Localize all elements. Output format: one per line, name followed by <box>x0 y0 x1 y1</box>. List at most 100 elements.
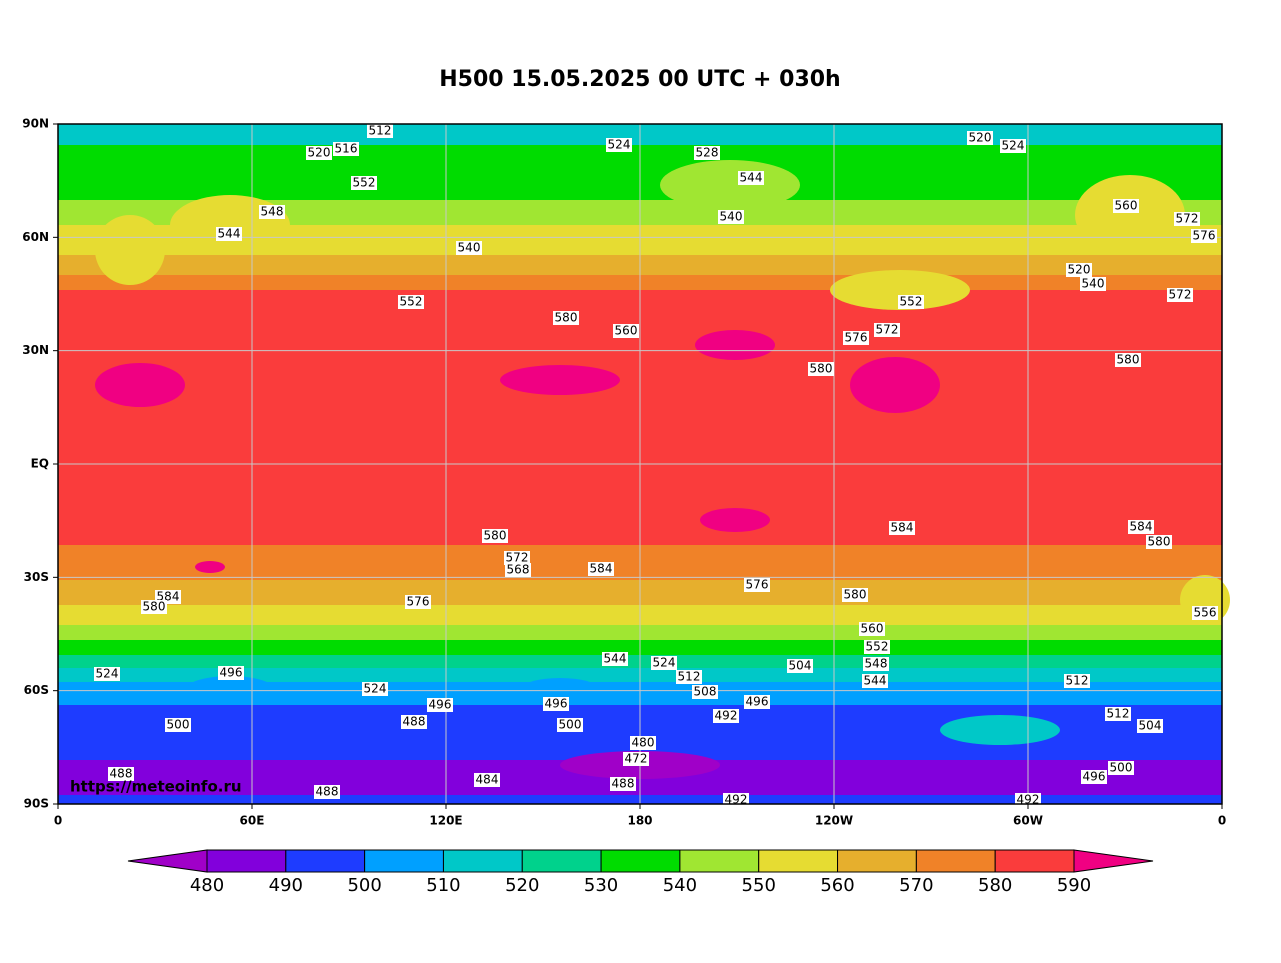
field-blob <box>660 160 800 210</box>
contour-label: 576 <box>746 578 769 592</box>
contour-label: 524 <box>96 667 119 681</box>
colorbar-label: 560 <box>820 875 854 896</box>
x-tick-label: 0 <box>54 814 62 828</box>
contour-label-bg <box>216 227 242 241</box>
colorbar-label: 520 <box>505 875 539 896</box>
contour-label-bg <box>165 718 191 732</box>
contour-label-bg <box>842 588 868 602</box>
contour-label: 500 <box>559 718 582 732</box>
contour-label-bg <box>1064 674 1090 688</box>
contour-label-bg <box>718 210 744 224</box>
contour-label-bg <box>1081 770 1107 784</box>
field-blob <box>695 330 775 360</box>
contour-label: 580 <box>143 600 166 614</box>
contour-label: 540 <box>1082 277 1105 291</box>
contour-label: 496 <box>429 698 452 712</box>
colorbar-segment <box>994 849 1075 873</box>
contour-label-bg <box>676 670 702 684</box>
contour-label: 488 <box>316 785 339 799</box>
x-tick-label: 0 <box>1218 814 1226 828</box>
contour-label-bg <box>898 295 924 309</box>
colorbar-segment <box>758 849 839 873</box>
contour-label: 524 <box>653 656 676 670</box>
contour-label-bg <box>405 595 431 609</box>
contour-label: 512 <box>1066 674 1089 688</box>
contour-label: 524 <box>608 138 631 152</box>
colorbar-extend-low <box>127 849 208 873</box>
contour-label: 576 <box>845 331 868 345</box>
colorbar-label: 490 <box>269 875 303 896</box>
contour-label-bg <box>613 324 639 338</box>
contour-label-bg <box>692 685 718 699</box>
contour-label-bg <box>874 323 900 337</box>
y-tick-label: 60N <box>22 230 49 244</box>
field-blob <box>520 678 600 702</box>
contour-label-bg <box>474 773 500 787</box>
contour-label-bg <box>606 138 632 152</box>
contour-label: 500 <box>167 718 190 732</box>
colorbar-label: 580 <box>978 875 1012 896</box>
colorbar-segment <box>442 849 523 873</box>
contour-label: 496 <box>220 666 243 680</box>
contour-label: 552 <box>900 295 923 309</box>
contour-label-bg <box>1000 139 1026 153</box>
contour-label: 516 <box>335 142 358 156</box>
contour-label: 492 <box>1017 793 1040 807</box>
contour-label: 496 <box>545 697 568 711</box>
colorbar-label: 510 <box>426 875 460 896</box>
contour-label: 492 <box>725 793 748 807</box>
contour-label: 572 <box>506 551 529 565</box>
field-blob <box>830 270 970 310</box>
contour-label-bg <box>218 666 244 680</box>
contour-label: 552 <box>353 176 376 190</box>
contour-label: 572 <box>1169 288 1192 302</box>
contour-label: 560 <box>1115 199 1138 213</box>
contour-label: 508 <box>694 685 717 699</box>
contour-label: 540 <box>720 210 743 224</box>
contour-label-bg <box>456 241 482 255</box>
contour-label: 480 <box>632 736 655 750</box>
contour-label-bg <box>610 777 636 791</box>
contour-label: 524 <box>364 682 387 696</box>
contour-label-bg <box>1066 263 1092 277</box>
contour-label: 552 <box>866 640 889 654</box>
contour-label: 496 <box>746 695 769 709</box>
contour-label: 528 <box>696 146 719 160</box>
colorbar-label: 540 <box>663 875 697 896</box>
contour-label: 504 <box>1139 719 1162 733</box>
colorbar-label: 570 <box>899 875 933 896</box>
contour-label: 524 <box>1002 139 1025 153</box>
contour-label-bg <box>808 362 834 376</box>
contour-label: 580 <box>484 529 507 543</box>
contour-label: 540 <box>458 241 481 255</box>
colorbar-extend-high <box>1073 849 1154 873</box>
y-tick-label: 30S <box>24 570 49 584</box>
colorbar-segment <box>915 849 996 873</box>
field-blob <box>95 363 185 407</box>
y-tick-label: 30N <box>22 343 49 357</box>
contour-label: 544 <box>604 652 627 666</box>
field-blob <box>195 561 225 573</box>
contour-label-bg <box>630 736 656 750</box>
contour-label: 572 <box>1176 212 1199 226</box>
contour-label: 548 <box>865 657 888 671</box>
contour-label-bg <box>1113 199 1139 213</box>
contour-label-bg <box>1146 535 1172 549</box>
field-blob <box>500 365 620 395</box>
contour-label: 572 <box>876 323 899 337</box>
colorbar-segment <box>521 849 602 873</box>
contour-label-bg <box>94 667 120 681</box>
contour-label-bg <box>889 521 915 535</box>
colorbar-label: 530 <box>584 875 618 896</box>
colorbar-label: 500 <box>347 875 381 896</box>
contour-label-bg <box>557 718 583 732</box>
contour-label-bg <box>859 622 885 636</box>
contour-label-bg <box>623 752 649 766</box>
contour-label: 548 <box>261 205 284 219</box>
contour-label: 560 <box>861 622 884 636</box>
contour-label: 520 <box>969 131 992 145</box>
contour-label: 488 <box>612 777 635 791</box>
contour-label-bg <box>259 205 285 219</box>
contour-label-bg <box>713 709 739 723</box>
y-tick-label: 60S <box>24 683 49 697</box>
